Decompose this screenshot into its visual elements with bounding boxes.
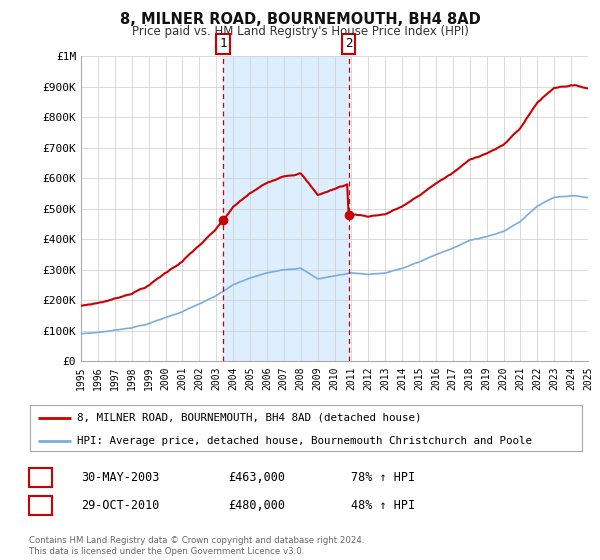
Text: £463,000: £463,000 [228,470,285,484]
Text: 1: 1 [37,470,44,484]
Text: 1: 1 [220,38,227,50]
Bar [223,56,349,361]
Text: 29-OCT-2010: 29-OCT-2010 [81,498,160,512]
Text: Price paid vs. HM Land Registry's House Price Index (HPI): Price paid vs. HM Land Registry's House … [131,25,469,38]
Text: £480,000: £480,000 [228,498,285,512]
Text: 78% ↑ HPI: 78% ↑ HPI [351,470,415,484]
Text: HPI: Average price, detached house, Bournemouth Christchurch and Poole: HPI: Average price, detached house, Bour… [77,436,532,446]
Text: 30-MAY-2003: 30-MAY-2003 [81,470,160,484]
Text: This data is licensed under the Open Government Licence v3.0.: This data is licensed under the Open Gov… [29,547,304,556]
Text: 8, MILNER ROAD, BOURNEMOUTH, BH4 8AD (detached house): 8, MILNER ROAD, BOURNEMOUTH, BH4 8AD (de… [77,413,421,423]
Text: Contains HM Land Registry data © Crown copyright and database right 2024.: Contains HM Land Registry data © Crown c… [29,536,364,545]
Text: 8, MILNER ROAD, BOURNEMOUTH, BH4 8AD: 8, MILNER ROAD, BOURNEMOUTH, BH4 8AD [119,12,481,27]
Text: 2: 2 [37,498,44,512]
Text: 2: 2 [345,38,352,50]
Text: 48% ↑ HPI: 48% ↑ HPI [351,498,415,512]
